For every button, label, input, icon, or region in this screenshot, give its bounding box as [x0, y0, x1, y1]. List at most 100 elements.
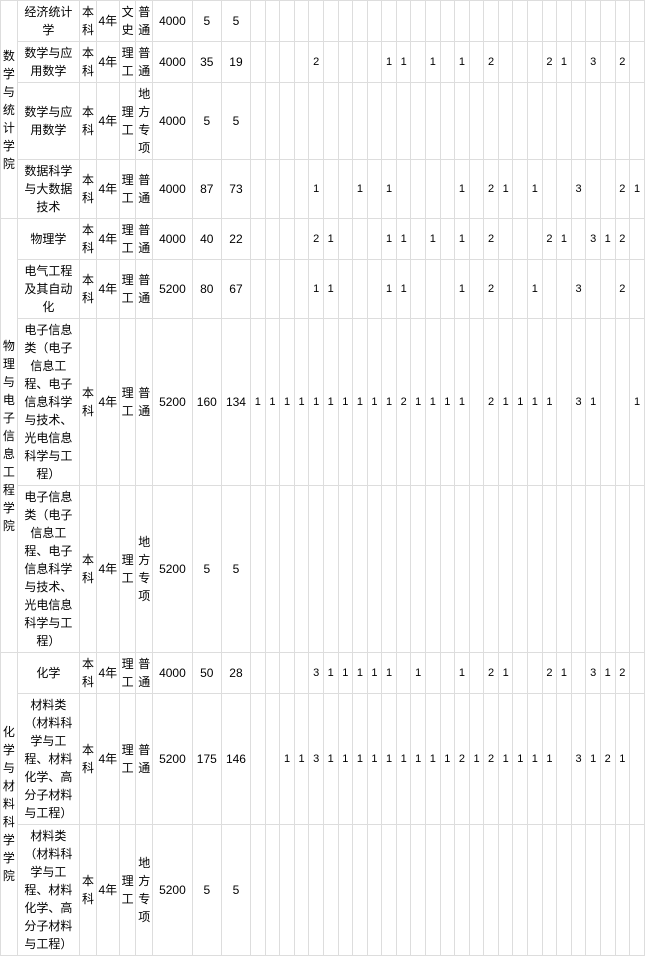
remain-cell: 5	[221, 83, 250, 160]
num-cell	[309, 825, 324, 956]
num-cell: 1	[455, 160, 470, 219]
level-cell: 本科	[80, 42, 97, 83]
num-cell: 1	[367, 319, 382, 486]
num-cell	[469, 260, 484, 319]
num-cell	[630, 486, 645, 653]
years-cell: 4年	[96, 486, 119, 653]
total-cell: 5	[192, 1, 221, 42]
type-cell: 普通	[136, 160, 153, 219]
level-cell: 本科	[80, 694, 97, 825]
num-cell	[251, 42, 266, 83]
table-row: 数学与应用数学本科4年理工普通400035192111122132	[1, 42, 645, 83]
remain-cell: 5	[221, 486, 250, 653]
num-cell	[571, 653, 586, 694]
total-cell: 175	[192, 694, 221, 825]
num-cell	[382, 825, 397, 956]
num-cell: 2	[615, 42, 630, 83]
type-cell: 地方专项	[136, 486, 153, 653]
type-cell: 普通	[136, 653, 153, 694]
num-cell	[498, 825, 513, 956]
category-cell: 理工	[119, 319, 136, 486]
total-cell: 5	[192, 825, 221, 956]
level-cell: 本科	[80, 160, 97, 219]
num-cell	[426, 486, 441, 653]
major-cell: 电子信息类（电子信息工程、电子信息科学与技术、光电信息科学与工程）	[17, 319, 80, 486]
num-cell	[396, 825, 411, 956]
num-cell	[630, 1, 645, 42]
num-cell	[353, 83, 368, 160]
total-cell: 80	[192, 260, 221, 319]
num-cell	[382, 486, 397, 653]
num-cell	[557, 319, 572, 486]
fee-cell: 5200	[153, 319, 193, 486]
num-cell	[367, 160, 382, 219]
remain-cell: 19	[221, 42, 250, 83]
num-cell	[338, 1, 353, 42]
num-cell	[323, 160, 338, 219]
num-cell: 1	[338, 319, 353, 486]
num-cell	[338, 219, 353, 260]
num-cell	[338, 160, 353, 219]
num-cell	[309, 83, 324, 160]
num-cell	[367, 1, 382, 42]
num-cell	[426, 825, 441, 956]
num-cell	[396, 1, 411, 42]
num-cell	[280, 825, 295, 956]
num-cell: 1	[323, 260, 338, 319]
num-cell	[411, 42, 426, 83]
num-cell	[528, 653, 543, 694]
num-cell	[528, 42, 543, 83]
num-cell: 2	[600, 694, 615, 825]
num-cell	[396, 653, 411, 694]
num-cell	[513, 653, 528, 694]
fee-cell: 4000	[153, 1, 193, 42]
num-cell	[600, 825, 615, 956]
num-cell: 1	[411, 694, 426, 825]
num-cell: 1	[309, 319, 324, 486]
category-cell: 理工	[119, 653, 136, 694]
num-cell	[426, 1, 441, 42]
num-cell	[615, 319, 630, 486]
num-cell	[280, 260, 295, 319]
category-cell: 理工	[119, 486, 136, 653]
num-cell	[542, 83, 557, 160]
num-cell	[367, 42, 382, 83]
num-cell	[294, 42, 309, 83]
num-cell	[440, 83, 455, 160]
num-cell	[600, 160, 615, 219]
num-cell	[513, 1, 528, 42]
num-cell	[600, 1, 615, 42]
num-cell	[411, 486, 426, 653]
num-cell	[615, 1, 630, 42]
level-cell: 本科	[80, 825, 97, 956]
num-cell	[426, 653, 441, 694]
num-cell: 1	[251, 319, 266, 486]
num-cell	[353, 260, 368, 319]
num-cell: 1	[353, 653, 368, 694]
num-cell	[338, 825, 353, 956]
num-cell: 1	[426, 319, 441, 486]
num-cell: 2	[542, 653, 557, 694]
num-cell	[280, 42, 295, 83]
num-cell	[367, 825, 382, 956]
num-cell	[469, 653, 484, 694]
num-cell	[586, 83, 601, 160]
num-cell	[528, 83, 543, 160]
level-cell: 本科	[80, 486, 97, 653]
total-cell: 160	[192, 319, 221, 486]
num-cell: 3	[571, 160, 586, 219]
num-cell	[251, 83, 266, 160]
major-cell: 经济统计学	[17, 1, 80, 42]
num-cell	[513, 486, 528, 653]
num-cell	[455, 486, 470, 653]
num-cell: 1	[353, 160, 368, 219]
num-cell: 1	[557, 219, 572, 260]
num-cell: 1	[528, 160, 543, 219]
num-cell: 1	[455, 260, 470, 319]
num-cell	[309, 1, 324, 42]
num-cell	[280, 219, 295, 260]
num-cell	[396, 83, 411, 160]
type-cell: 普通	[136, 219, 153, 260]
major-cell: 材料类（材料科学与工程、材料化学、高分子材料与工程）	[17, 694, 80, 825]
num-cell: 1	[440, 694, 455, 825]
